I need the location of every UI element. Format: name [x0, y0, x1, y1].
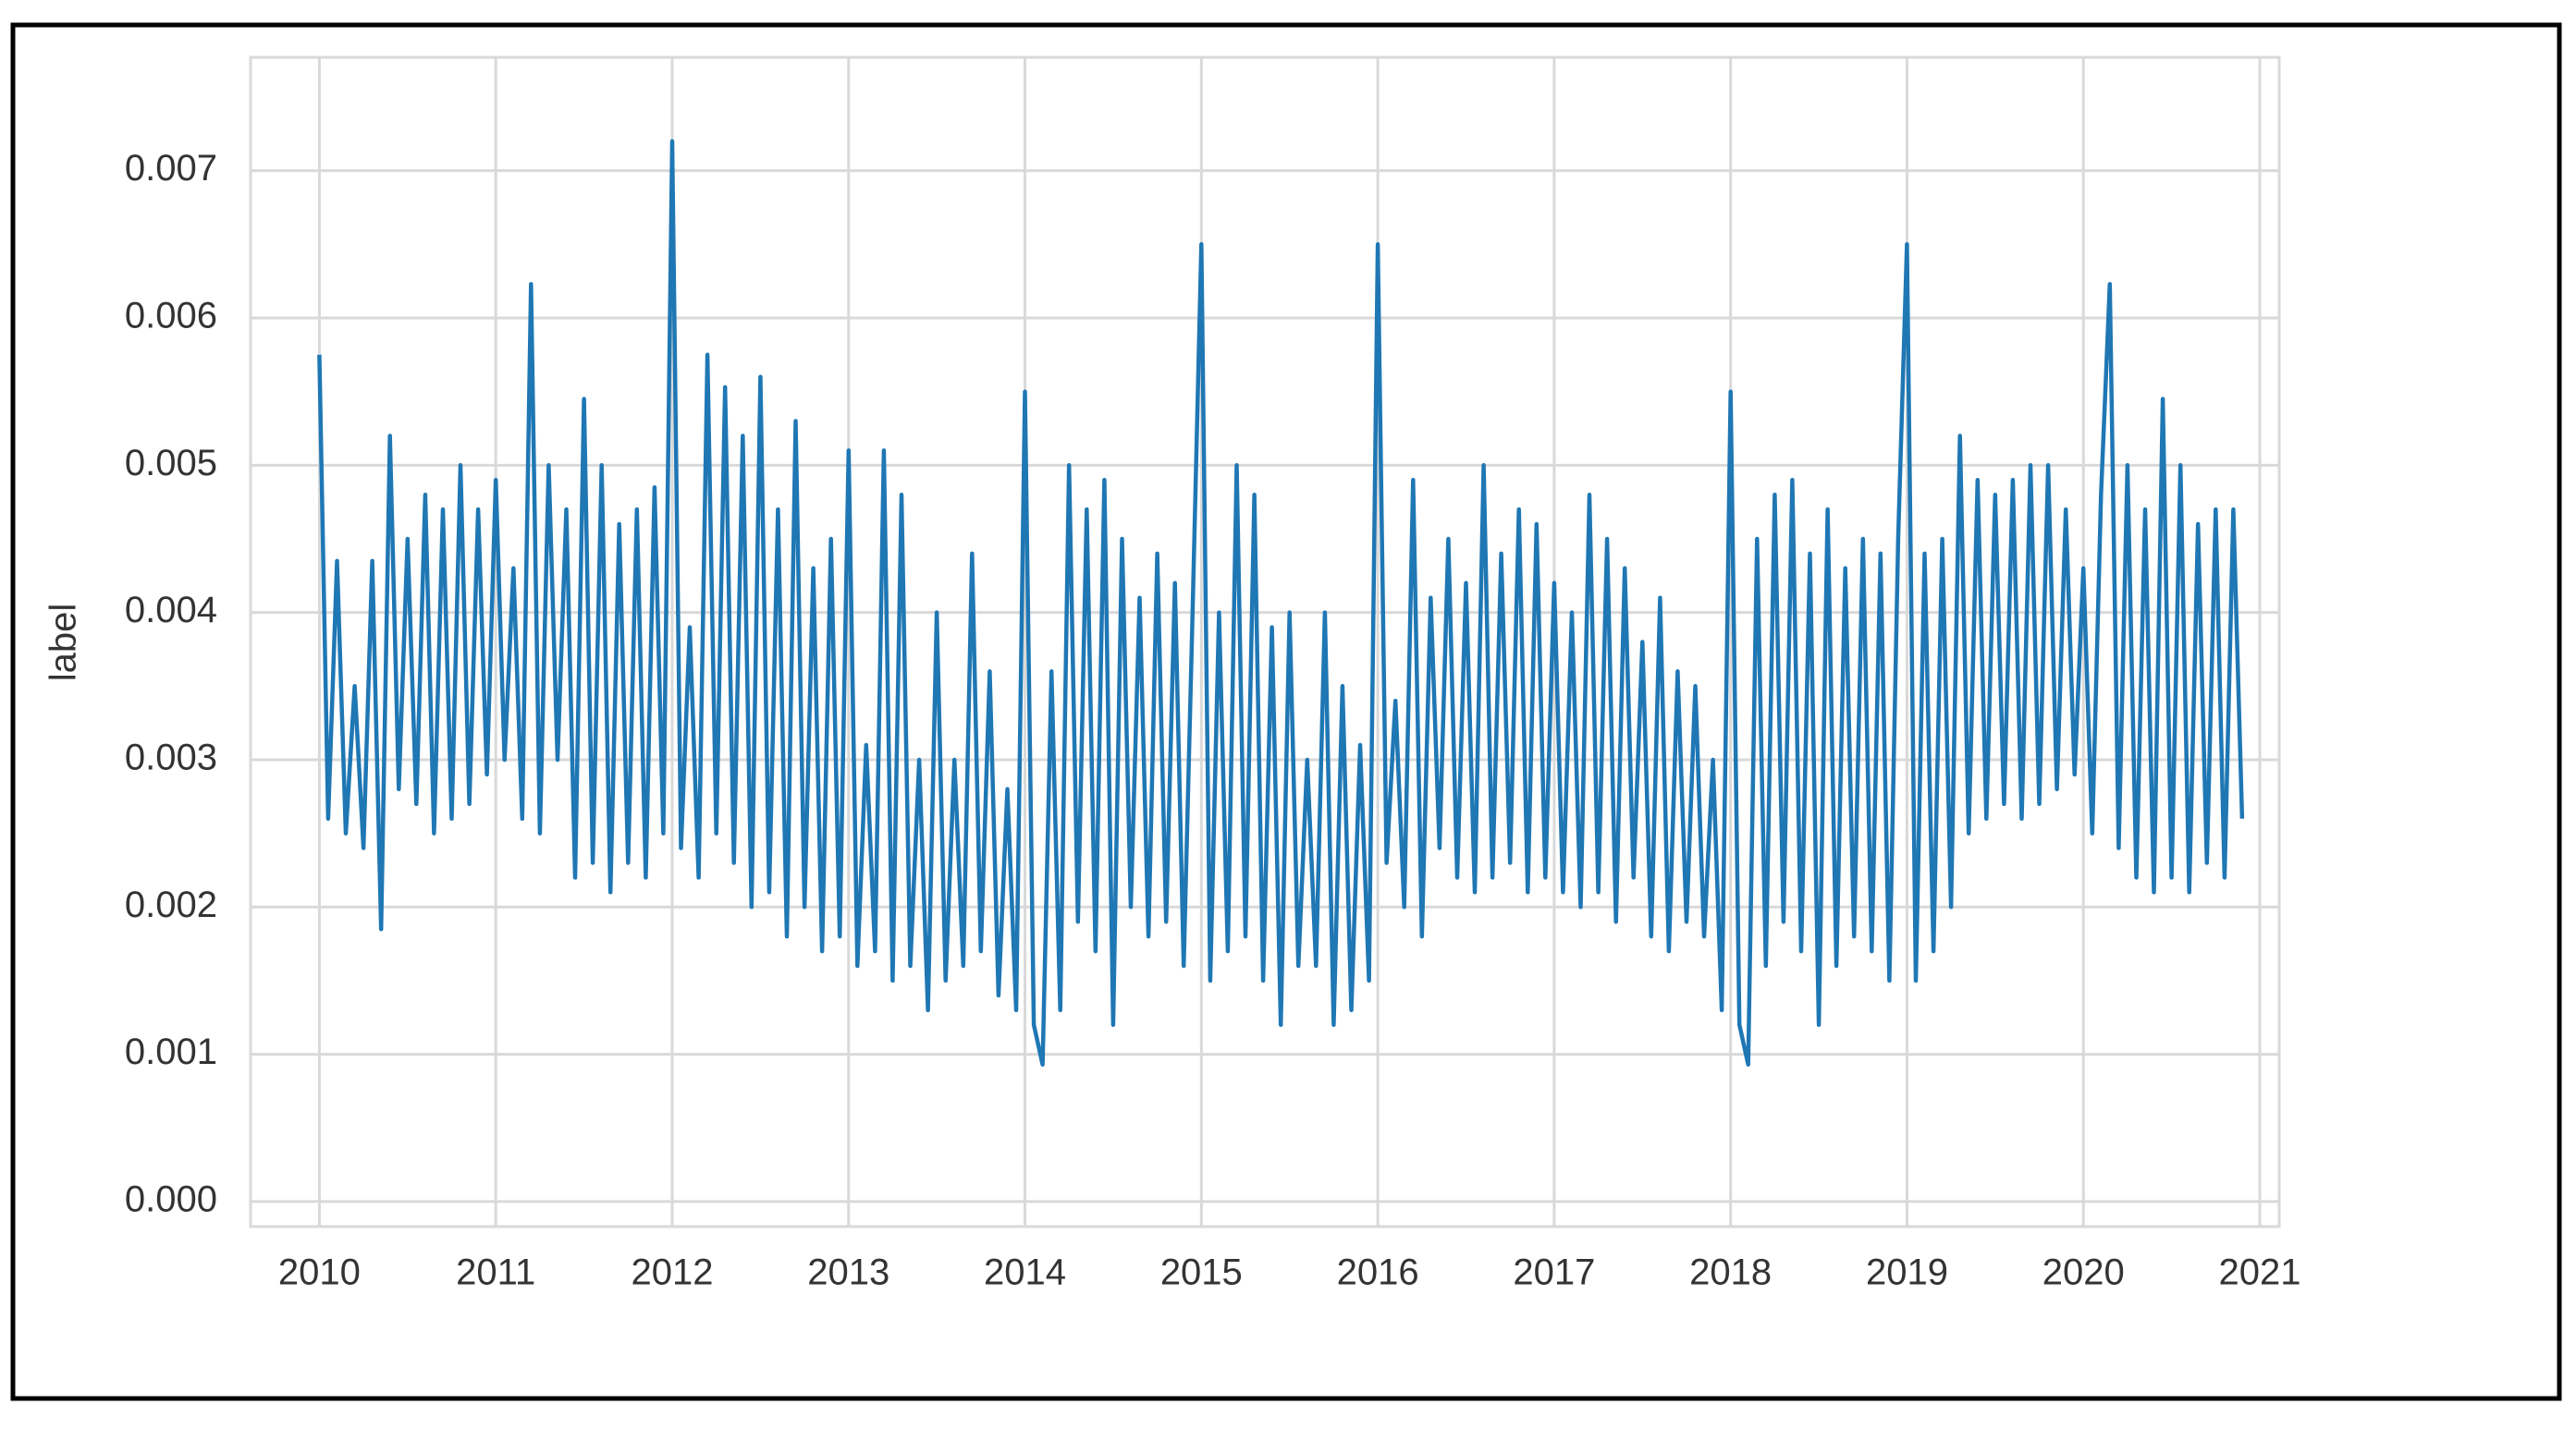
x-tick-label: 2010: [278, 1252, 361, 1293]
y-tick-label: 0.002: [125, 885, 217, 925]
x-tick-label: 2014: [984, 1252, 1066, 1293]
x-tick-label: 2015: [1160, 1252, 1243, 1293]
y-tick-label: 0.003: [125, 738, 217, 778]
y-tick-label: 0.005: [125, 443, 217, 483]
x-tick-label: 2019: [1866, 1252, 1948, 1293]
x-tick-label: 2018: [1689, 1252, 1772, 1293]
x-tick-label: 2021: [2219, 1252, 2301, 1293]
x-tick-label: 2017: [1513, 1252, 1595, 1293]
y-tick-label: 0.001: [125, 1032, 217, 1072]
x-tick-label: 2020: [2042, 1252, 2125, 1293]
x-tick-label: 2012: [631, 1252, 713, 1293]
y-tick-label: 0.004: [125, 590, 217, 630]
x-tick-label: 2016: [1337, 1252, 1419, 1293]
y-tick-label: 0.000: [125, 1179, 217, 1219]
x-tick-label: 2013: [807, 1252, 889, 1293]
y-tick-label: 0.006: [125, 296, 217, 336]
y-axis-label: label: [43, 604, 84, 682]
y-tick-label: 0.007: [125, 148, 217, 189]
x-tick-label: 2011: [456, 1252, 535, 1293]
data-line: [317, 139, 2245, 1067]
